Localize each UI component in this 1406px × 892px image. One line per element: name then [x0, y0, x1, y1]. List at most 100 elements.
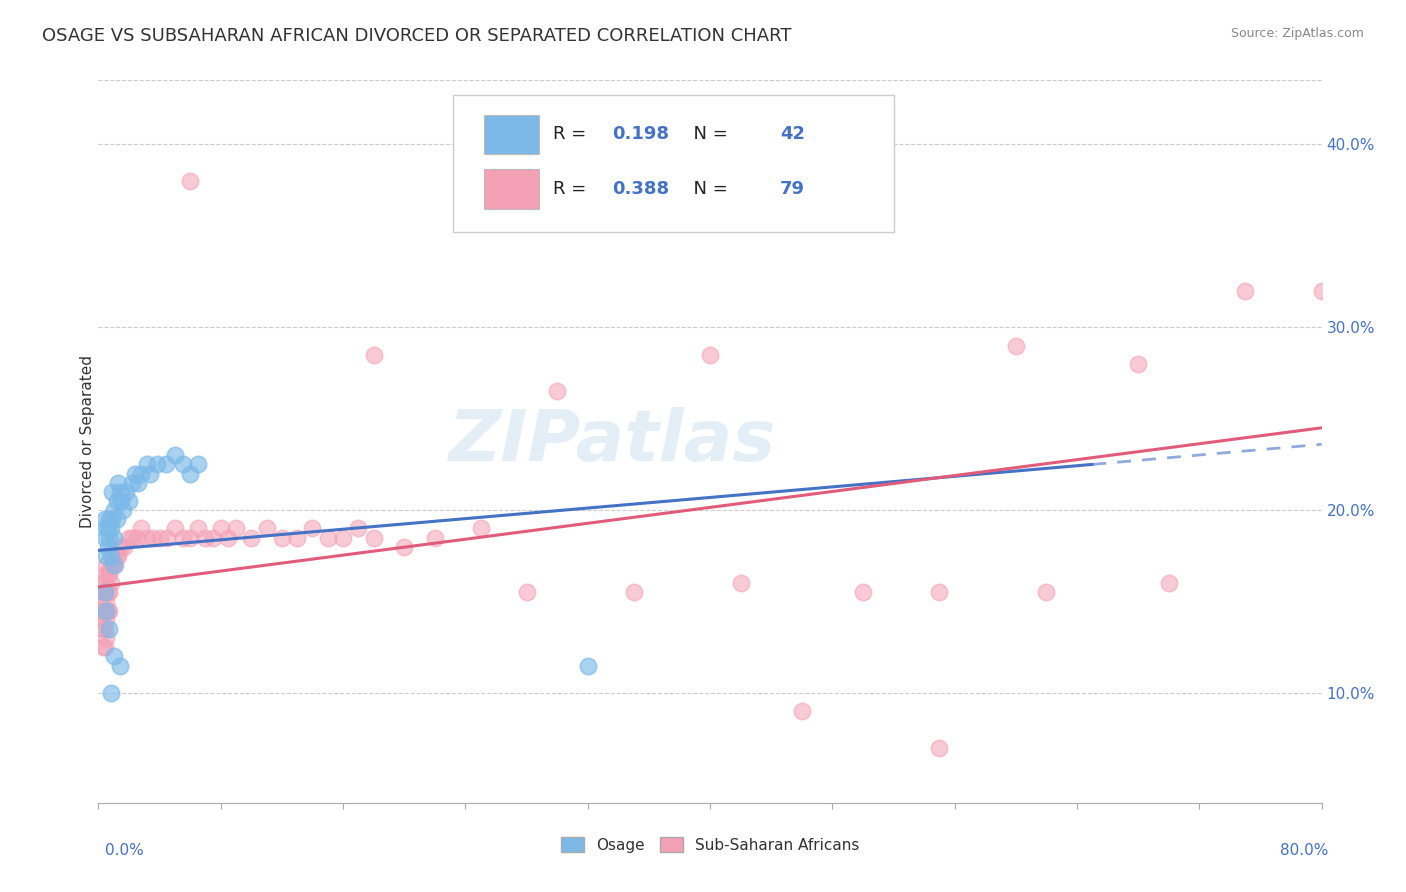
- Point: [91, 640, 114, 655]
- FancyBboxPatch shape: [484, 114, 538, 154]
- Point: [91, 622, 114, 636]
- Point: [118, 494, 141, 508]
- Point: [94, 604, 117, 618]
- FancyBboxPatch shape: [453, 95, 894, 232]
- Point: [93, 531, 115, 545]
- Text: OSAGE VS SUBSAHARAN AFRICAN DIVORCED OR SEPARATED CORRELATION CHART: OSAGE VS SUBSAHARAN AFRICAN DIVORCED OR …: [42, 27, 792, 45]
- Point: [546, 384, 568, 399]
- Point: [93, 585, 115, 599]
- Point: [790, 704, 813, 718]
- Point: [194, 531, 217, 545]
- Point: [94, 521, 117, 535]
- Text: R =: R =: [554, 179, 592, 198]
- Point: [928, 585, 950, 599]
- Point: [98, 567, 121, 582]
- Point: [104, 558, 127, 572]
- Point: [90, 594, 112, 608]
- Point: [699, 348, 721, 362]
- Point: [118, 531, 141, 545]
- Point: [1310, 284, 1333, 298]
- Point: [301, 521, 323, 535]
- Point: [105, 494, 128, 508]
- Point: [928, 740, 950, 755]
- Point: [172, 531, 194, 545]
- Point: [217, 531, 239, 545]
- Point: [97, 521, 120, 535]
- Point: [392, 540, 416, 554]
- Y-axis label: Divorced or Separated: Divorced or Separated: [80, 355, 94, 528]
- Point: [363, 531, 385, 545]
- Point: [136, 531, 159, 545]
- Point: [115, 484, 138, 499]
- Point: [94, 631, 117, 645]
- Point: [285, 531, 308, 545]
- Point: [93, 567, 115, 582]
- Point: [100, 558, 122, 572]
- Point: [100, 549, 122, 563]
- Point: [100, 686, 122, 700]
- Legend: Osage, Sub-Saharan Africans: Osage, Sub-Saharan Africans: [553, 829, 868, 860]
- Point: [103, 531, 125, 545]
- Point: [97, 540, 120, 554]
- Point: [94, 613, 117, 627]
- Point: [100, 576, 122, 591]
- Point: [108, 484, 131, 499]
- Point: [98, 512, 121, 526]
- Point: [1157, 576, 1180, 591]
- Point: [97, 585, 120, 599]
- Point: [112, 540, 135, 554]
- Point: [94, 594, 117, 608]
- Point: [93, 512, 115, 526]
- Text: Source: ZipAtlas.com: Source: ZipAtlas.com: [1230, 27, 1364, 40]
- Point: [93, 604, 115, 618]
- Point: [209, 521, 232, 535]
- Text: 80.0%: 80.0%: [1281, 843, 1329, 858]
- Point: [145, 458, 167, 472]
- FancyBboxPatch shape: [484, 169, 538, 209]
- Point: [163, 521, 186, 535]
- Point: [730, 576, 752, 591]
- Point: [347, 521, 370, 535]
- Point: [98, 622, 121, 636]
- Point: [103, 549, 125, 563]
- Point: [149, 531, 172, 545]
- Point: [101, 484, 124, 499]
- Point: [240, 531, 263, 545]
- Point: [516, 585, 538, 599]
- Text: N =: N =: [682, 126, 734, 144]
- Point: [93, 640, 115, 655]
- Point: [1234, 284, 1257, 298]
- Point: [108, 658, 131, 673]
- Point: [423, 531, 446, 545]
- Point: [187, 521, 209, 535]
- Point: [202, 531, 225, 545]
- Point: [105, 512, 128, 526]
- Point: [179, 467, 201, 481]
- Point: [101, 558, 124, 572]
- Point: [121, 475, 143, 490]
- Point: [111, 503, 134, 517]
- Point: [98, 531, 121, 545]
- Point: [139, 467, 162, 481]
- Point: [576, 658, 599, 673]
- Point: [97, 604, 120, 618]
- Text: 42: 42: [780, 126, 804, 144]
- Text: N =: N =: [682, 179, 734, 198]
- Point: [121, 531, 143, 545]
- Point: [270, 531, 292, 545]
- Point: [1004, 338, 1026, 352]
- Point: [90, 604, 112, 618]
- Point: [101, 512, 124, 526]
- Point: [90, 576, 112, 591]
- Point: [129, 467, 152, 481]
- Point: [98, 604, 121, 618]
- Point: [98, 585, 121, 599]
- Text: 0.0%: 0.0%: [105, 843, 145, 858]
- Point: [256, 521, 278, 535]
- Point: [155, 458, 177, 472]
- Text: 0.388: 0.388: [612, 179, 669, 198]
- Point: [94, 576, 117, 591]
- Point: [125, 531, 148, 545]
- Point: [363, 348, 385, 362]
- Point: [103, 503, 125, 517]
